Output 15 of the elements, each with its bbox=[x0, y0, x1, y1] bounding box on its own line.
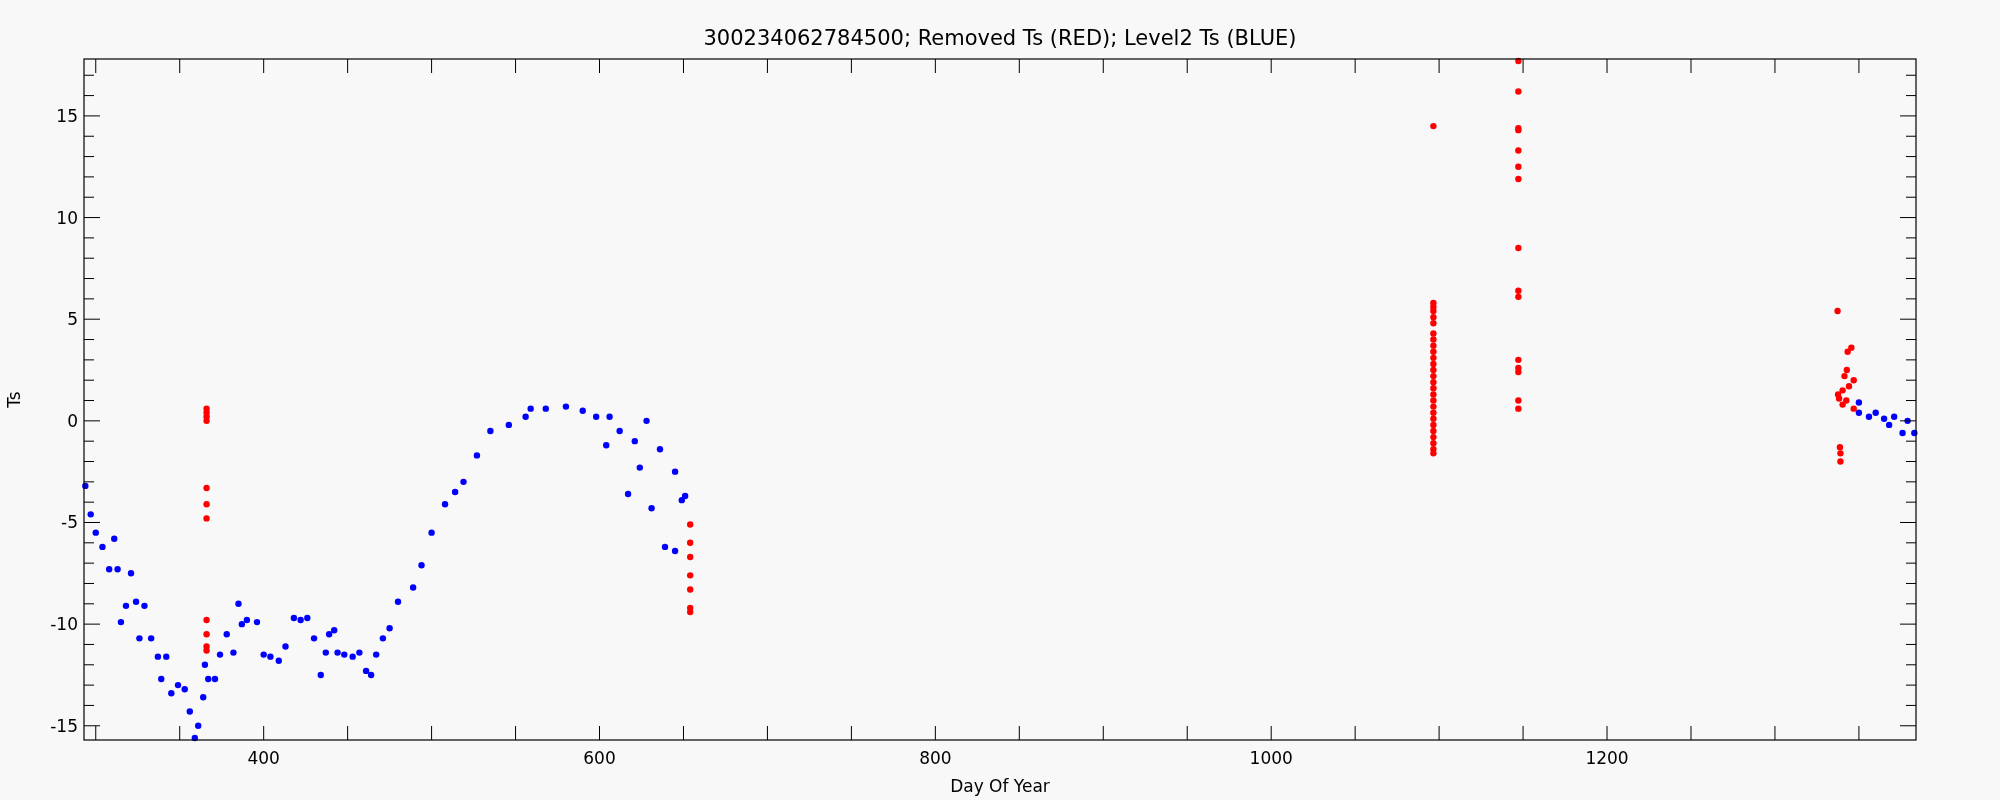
x-tick-label: 1000 bbox=[1249, 748, 1293, 768]
x-axis-title: Day Of Year bbox=[950, 776, 1050, 796]
y-tick-label: -10 bbox=[50, 614, 78, 635]
y-tick-label: -15 bbox=[50, 715, 78, 736]
x-tick-label: 800 bbox=[919, 748, 952, 768]
x-tick-label: 400 bbox=[247, 748, 280, 768]
chart-title: 300234062784500; Removed Ts (RED); Level2 Ts (BLUE) bbox=[703, 26, 1297, 50]
x-tick-label: 600 bbox=[583, 748, 616, 768]
y-axis-title: Ts bbox=[4, 391, 24, 409]
y-tick-label: 0 bbox=[67, 410, 78, 431]
x-tick-label: 1200 bbox=[1585, 748, 1629, 768]
y-tick-label: 5 bbox=[67, 309, 78, 330]
y-tick-label: 10 bbox=[56, 207, 78, 228]
y-tick-label: 15 bbox=[56, 105, 78, 126]
y-tick-label: -5 bbox=[61, 512, 78, 533]
